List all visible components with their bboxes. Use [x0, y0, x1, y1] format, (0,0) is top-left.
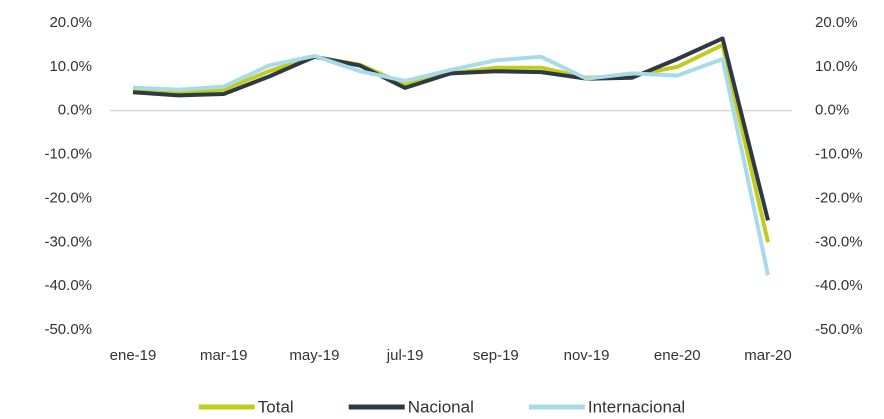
- x-tick-label: jul-19: [386, 347, 424, 364]
- series-line: [132, 36, 770, 221]
- y-tick-label: -10.0%: [44, 146, 92, 163]
- y-tick-label: -50.0%: [44, 321, 92, 338]
- y2-tick-label: -10.0%: [815, 146, 863, 163]
- y-tick-label: 0.0%: [58, 102, 92, 119]
- y2-tick-label: 0.0%: [815, 102, 849, 119]
- x-tick-label: mar-20: [744, 347, 792, 364]
- x-tick-label: may-19: [289, 347, 339, 364]
- y-tick-label: 10.0%: [49, 58, 92, 75]
- x-tick-label: ene-19: [110, 347, 157, 364]
- x-tick-label: mar-19: [200, 347, 248, 364]
- y2-tick-label: -30.0%: [815, 233, 863, 250]
- x-tick-label: sep-19: [473, 347, 519, 364]
- y-tick-label: -20.0%: [44, 189, 92, 206]
- legend-label: Nacional: [408, 397, 474, 416]
- y-tick-label: 20.0%: [49, 14, 92, 31]
- y2-tick-label: -20.0%: [815, 189, 863, 206]
- x-tick-label: nov-19: [564, 347, 610, 364]
- legend-label: Total: [258, 397, 294, 416]
- x-tick-label: ene-20: [654, 347, 701, 364]
- y2-tick-label: -50.0%: [815, 321, 863, 338]
- y2-tick-label: 10.0%: [815, 58, 858, 75]
- y-tick-label: -40.0%: [44, 277, 92, 294]
- series-line: [132, 53, 770, 276]
- legend-label: Internacional: [588, 397, 685, 416]
- y2-tick-label: 20.0%: [815, 14, 858, 31]
- y-tick-label: -30.0%: [44, 233, 92, 250]
- legend: Total Nacional Internacional: [198, 397, 685, 416]
- y2-tick-label: -40.0%: [815, 277, 863, 294]
